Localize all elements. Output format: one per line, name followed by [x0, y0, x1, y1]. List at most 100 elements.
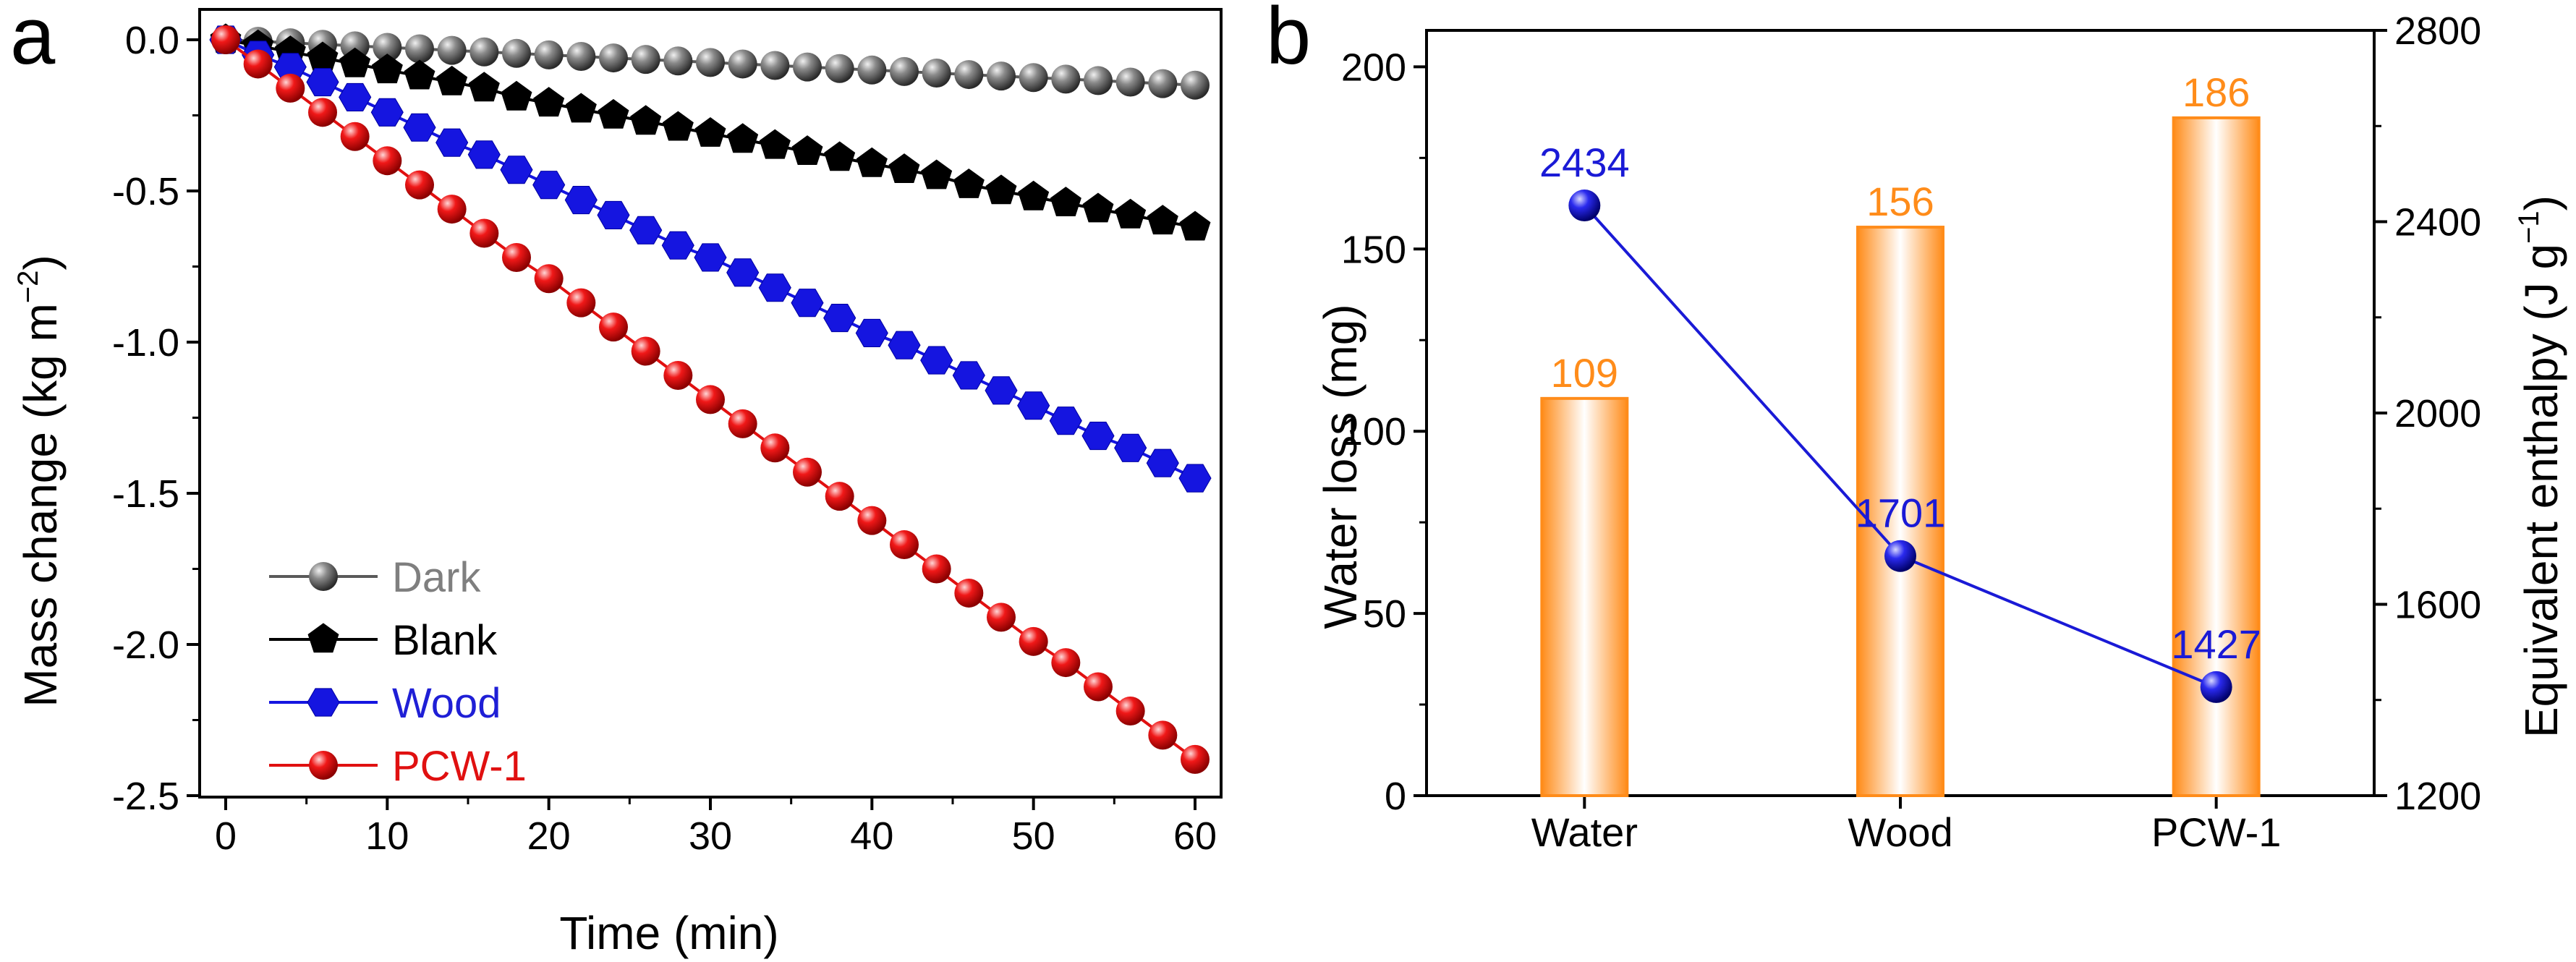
legend-label-blank: Blank [392, 617, 498, 664]
data-point-blank [533, 87, 565, 117]
panel-a-y-axis-label: Mass change (kg m−2) [12, 255, 67, 707]
data-point-wood [758, 273, 791, 302]
data-point-wood [823, 304, 856, 333]
data-point-wood [791, 289, 824, 318]
data-point-wood [1017, 391, 1050, 420]
data-point-dark [987, 61, 1016, 91]
data-point-pcw-1 [987, 603, 1016, 632]
panel-a-y-tick-label: -2.5 [112, 775, 179, 818]
data-point-wood [952, 361, 985, 390]
data-point-dark [1019, 63, 1048, 93]
data-point-pcw-1 [760, 433, 790, 463]
legend-marker-pcw-1 [309, 751, 338, 780]
data-point-dark [1115, 67, 1145, 97]
data-point-pcw-1 [599, 312, 628, 342]
data-point-wood [467, 140, 501, 169]
data-point-blank [856, 147, 888, 177]
panel-b-y-tick-label: 100 [1341, 410, 1406, 454]
panel-b-y2-tick-label: 2000 [2394, 392, 2481, 435]
data-point-pcw-1 [954, 578, 984, 608]
panel-a-y-axis-label-superscript: −2 [12, 271, 44, 304]
panel-a-y-tick-label: -0.5 [112, 170, 179, 213]
data-point-blank [888, 153, 920, 183]
data-point-blank [953, 168, 985, 198]
data-point-dark [502, 38, 531, 68]
data-point-pcw-1 [890, 530, 919, 560]
data-point-wood [1178, 464, 1212, 493]
panel-a-x-tick-label: 40 [850, 814, 893, 858]
data-point-wood [888, 331, 921, 359]
data-point-dark [663, 46, 693, 76]
data-point-blank [598, 98, 629, 129]
panel-b-x-tick-label: Water [1531, 809, 1638, 855]
data-point-wood [1114, 433, 1147, 462]
bar-wood [1856, 226, 1944, 797]
data-point-pcw-1 [373, 146, 402, 176]
data-point-wood [532, 171, 566, 200]
data-point-dark [696, 48, 725, 77]
data-point-blank [1179, 210, 1211, 241]
panel-label-a: a [10, 0, 56, 81]
panel-a-x-tick-label: 0 [215, 814, 237, 858]
data-point-pcw-1 [728, 409, 757, 438]
data-point-blank [694, 116, 726, 147]
data-point-blank [662, 111, 694, 141]
data-point-wood [500, 156, 533, 184]
data-point-blank [501, 80, 532, 111]
data-point-wood [629, 216, 663, 244]
enthalpy-point-wood [1884, 540, 1916, 572]
data-point-blank [630, 105, 662, 135]
data-point-pcw-1 [243, 49, 273, 79]
data-point-blank [468, 72, 500, 102]
data-point-blank [436, 65, 468, 95]
data-point-dark [1084, 66, 1113, 95]
panel-a-line-chart: Mass change (kg m−2) Time (min) 0 10 20 30 4… [12, 8, 1223, 959]
data-point-dark [599, 43, 628, 73]
panel-b-y-tick-label: 200 [1341, 46, 1406, 89]
data-point-blank [1082, 192, 1114, 223]
data-point-pcw-1 [1051, 648, 1081, 678]
data-point-dark [405, 34, 434, 64]
data-point-dark [890, 56, 919, 86]
data-point-blank [1018, 180, 1050, 210]
enthalpy-point-pcw-1 [2200, 671, 2232, 703]
data-point-wood [597, 200, 630, 229]
data-point-wood [564, 186, 598, 215]
data-point-pcw-1 [857, 506, 887, 535]
enthalpy-value-label: 1701 [1856, 490, 1946, 536]
panel-b-y2-tick-label: 1200 [2394, 775, 2481, 818]
panel-b-x-tick-label: PCW-1 [2151, 809, 2281, 855]
data-point-dark [566, 41, 596, 71]
panel-b-y2-axis-label-end: ) [2515, 195, 2567, 210]
data-point-dark [793, 52, 822, 82]
legend-label-pcw-1: PCW-1 [392, 743, 527, 790]
panel-a-x-axis-label: Time (min) [559, 907, 778, 959]
data-point-pcw-1 [534, 264, 564, 294]
data-point-dark [534, 40, 564, 69]
data-point-pcw-1 [566, 288, 596, 318]
data-point-wood [339, 82, 372, 111]
data-point-pcw-1 [340, 122, 370, 151]
bar-value-label: 109 [1551, 350, 1618, 396]
legend-marker-dark [309, 562, 338, 591]
data-point-pcw-1 [1115, 696, 1145, 725]
data-point-blank [759, 129, 791, 159]
panel-label-b: b [1266, 0, 1311, 81]
data-point-dark [469, 37, 499, 67]
data-point-blank [791, 135, 823, 165]
data-point-pcw-1 [663, 360, 693, 390]
data-point-blank [985, 174, 1017, 205]
panel-a-y-tick-label: -1.0 [112, 321, 179, 365]
panel-b-bar-line-chart: Water loss (mg) Equivalent enthalpy (J g… [1314, 9, 2567, 855]
data-point-wood [1049, 406, 1082, 435]
panel-b-y2-tick-label: 2800 [2394, 9, 2481, 53]
data-point-pcw-1 [502, 242, 531, 272]
data-point-dark [373, 33, 402, 62]
data-point-blank [824, 141, 856, 171]
legend-marker-wood [307, 688, 340, 717]
data-point-pcw-1 [276, 73, 305, 103]
data-point-pcw-1 [696, 385, 725, 414]
panel-a-x-tick-label: 10 [365, 814, 409, 858]
data-point-blank [404, 59, 435, 90]
data-point-pcw-1 [405, 170, 434, 200]
